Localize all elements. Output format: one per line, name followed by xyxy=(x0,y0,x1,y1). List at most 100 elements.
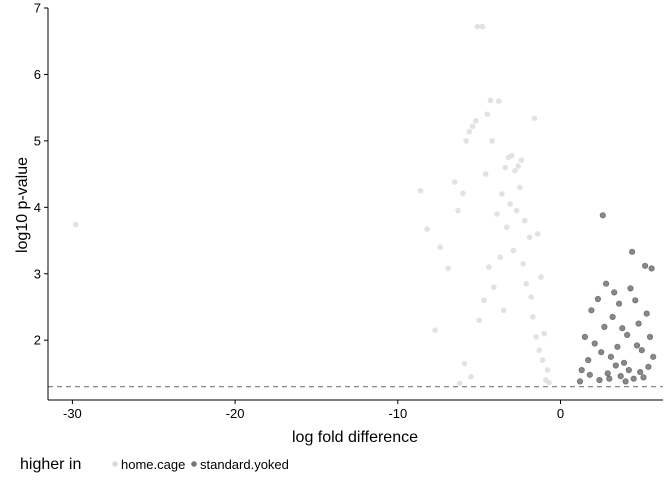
point-home-cage-51 xyxy=(528,294,534,300)
point-standard-yoked-10 xyxy=(604,370,611,377)
point-home-cage-41 xyxy=(494,211,500,217)
y-tick-label-2: 4 xyxy=(34,200,41,215)
point-standard-yoked-22 xyxy=(630,375,637,382)
point-home-cage-7 xyxy=(455,207,461,214)
point-standard-yoked-28 xyxy=(643,310,650,317)
point-home-cage-46 xyxy=(510,247,517,254)
legend: higher in home.cage standard.yoked xyxy=(20,456,289,473)
y-tick-label-1: 3 xyxy=(34,266,41,281)
point-standard-yoked-30 xyxy=(648,265,655,272)
point-home-cage-31 xyxy=(538,274,544,280)
point-home-cage-48 xyxy=(517,184,523,191)
point-standard-yoked-12 xyxy=(609,313,616,321)
point-standard-yoked-36 xyxy=(612,362,619,369)
point-home-cage-27 xyxy=(521,217,528,224)
point-home-cage-38 xyxy=(481,297,487,304)
point-home-cage-37 xyxy=(476,317,483,324)
point-home-cage-9 xyxy=(463,138,469,144)
y-tick-label-5: 7 xyxy=(34,1,41,16)
point-standard-yoked-5 xyxy=(591,340,598,347)
point-home-cage-43 xyxy=(500,307,507,314)
point-standard-yoked-16 xyxy=(619,325,626,332)
axes-layer xyxy=(47,8,663,401)
point-standard-yoked-31 xyxy=(650,353,657,360)
y-tick-label-3: 5 xyxy=(34,133,41,148)
point-standard-yoked-37 xyxy=(617,373,624,380)
point-home-cage-57 xyxy=(546,379,552,386)
point-standard-yoked-8 xyxy=(601,323,608,331)
point-home-cage-45 xyxy=(507,201,513,207)
point-home-cage-50 xyxy=(523,280,530,287)
x-tick-label-2: -10 xyxy=(388,406,407,421)
point-home-cage-40 xyxy=(491,284,497,290)
point-home-cage-12 xyxy=(473,118,479,124)
ticks-layer: -30 -20 -10 0 2 3 4 5 6 7 xyxy=(34,1,564,422)
point-home-cage-47 xyxy=(513,207,520,214)
point-home-cage-30 xyxy=(534,231,541,237)
point-standard-yoked-15 xyxy=(615,300,623,307)
point-standard-yoked-20 xyxy=(627,285,634,292)
point-standard-yoked-14 xyxy=(614,343,621,350)
point-home-cage-44 xyxy=(504,224,510,231)
point-standard-yoked-24 xyxy=(633,342,641,349)
point-standard-yoked-3 xyxy=(585,357,592,364)
point-home-cage-21 xyxy=(502,164,509,171)
point-home-cage-3 xyxy=(432,327,439,334)
x-tick-label-1: -20 xyxy=(226,406,245,421)
point-standard-yoked-23 xyxy=(632,297,639,304)
point-home-cage-10 xyxy=(466,128,473,135)
point-standard-yoked-21 xyxy=(628,248,636,255)
point-standard-yoked-11 xyxy=(606,375,613,382)
y-axis-title: log10 p-value xyxy=(14,157,31,253)
point-standard-yoked-17 xyxy=(620,359,628,366)
point-home-cage-17 xyxy=(487,97,494,104)
point-home-cage-1 xyxy=(417,187,424,194)
point-home-cage-14 xyxy=(479,23,486,30)
x-tick-label-3: 0 xyxy=(557,406,564,421)
point-home-cage-6 xyxy=(451,179,458,185)
point-home-cage-0 xyxy=(72,221,79,228)
point-home-cage-20 xyxy=(499,191,505,197)
point-home-cage-26 xyxy=(518,157,525,163)
point-home-cage-33 xyxy=(544,367,551,373)
y-tick-label-0: 2 xyxy=(34,333,41,348)
point-standard-yoked-40 xyxy=(640,374,647,381)
point-home-cage-52 xyxy=(530,314,536,320)
point-home-cage-24 xyxy=(512,168,518,174)
point-home-cage-23 xyxy=(508,152,515,159)
point-standard-yoked-35 xyxy=(596,377,603,384)
point-home-cage-11 xyxy=(469,123,476,130)
point-home-cage-25 xyxy=(515,163,521,169)
point-home-cage-42 xyxy=(497,254,504,260)
point-home-cage-49 xyxy=(520,261,526,267)
point-home-cage-5 xyxy=(445,265,452,272)
point-standard-yoked-39 xyxy=(637,369,644,376)
legend-label-standard-yoked: standard.yoked xyxy=(200,457,289,472)
point-home-cage-15 xyxy=(482,171,489,177)
point-home-cage-16 xyxy=(484,111,491,118)
point-standard-yoked-38 xyxy=(622,378,629,385)
point-home-cage-4 xyxy=(437,244,443,250)
point-standard-yoked-34 xyxy=(586,371,593,378)
point-standard-yoked-7 xyxy=(598,349,605,356)
point-standard-yoked-27 xyxy=(641,262,649,269)
point-standard-yoked-25 xyxy=(635,320,642,327)
point-home-cage-53 xyxy=(533,334,539,340)
point-home-cage-35 xyxy=(461,360,468,367)
point-standard-yoked-9 xyxy=(602,280,610,287)
point-home-cage-8 xyxy=(460,190,466,197)
point-standard-yoked-29 xyxy=(645,363,652,370)
point-home-cage-29 xyxy=(531,115,538,122)
point-standard-yoked-41 xyxy=(646,333,654,341)
legend-key-standard-yoked xyxy=(191,461,197,467)
point-standard-yoked-13 xyxy=(611,289,618,296)
x-tick-label-0: -30 xyxy=(63,406,82,421)
point-home-cage-32 xyxy=(541,330,547,337)
point-standard-yoked-4 xyxy=(588,307,595,314)
point-home-cage-39 xyxy=(486,264,492,270)
legend-label-home-cage: home.cage xyxy=(121,457,185,472)
point-home-cage-28 xyxy=(526,234,533,240)
point-home-cage-2 xyxy=(424,226,430,232)
point-standard-yoked-1 xyxy=(578,367,585,374)
point-standard-yoked-33 xyxy=(607,353,615,360)
